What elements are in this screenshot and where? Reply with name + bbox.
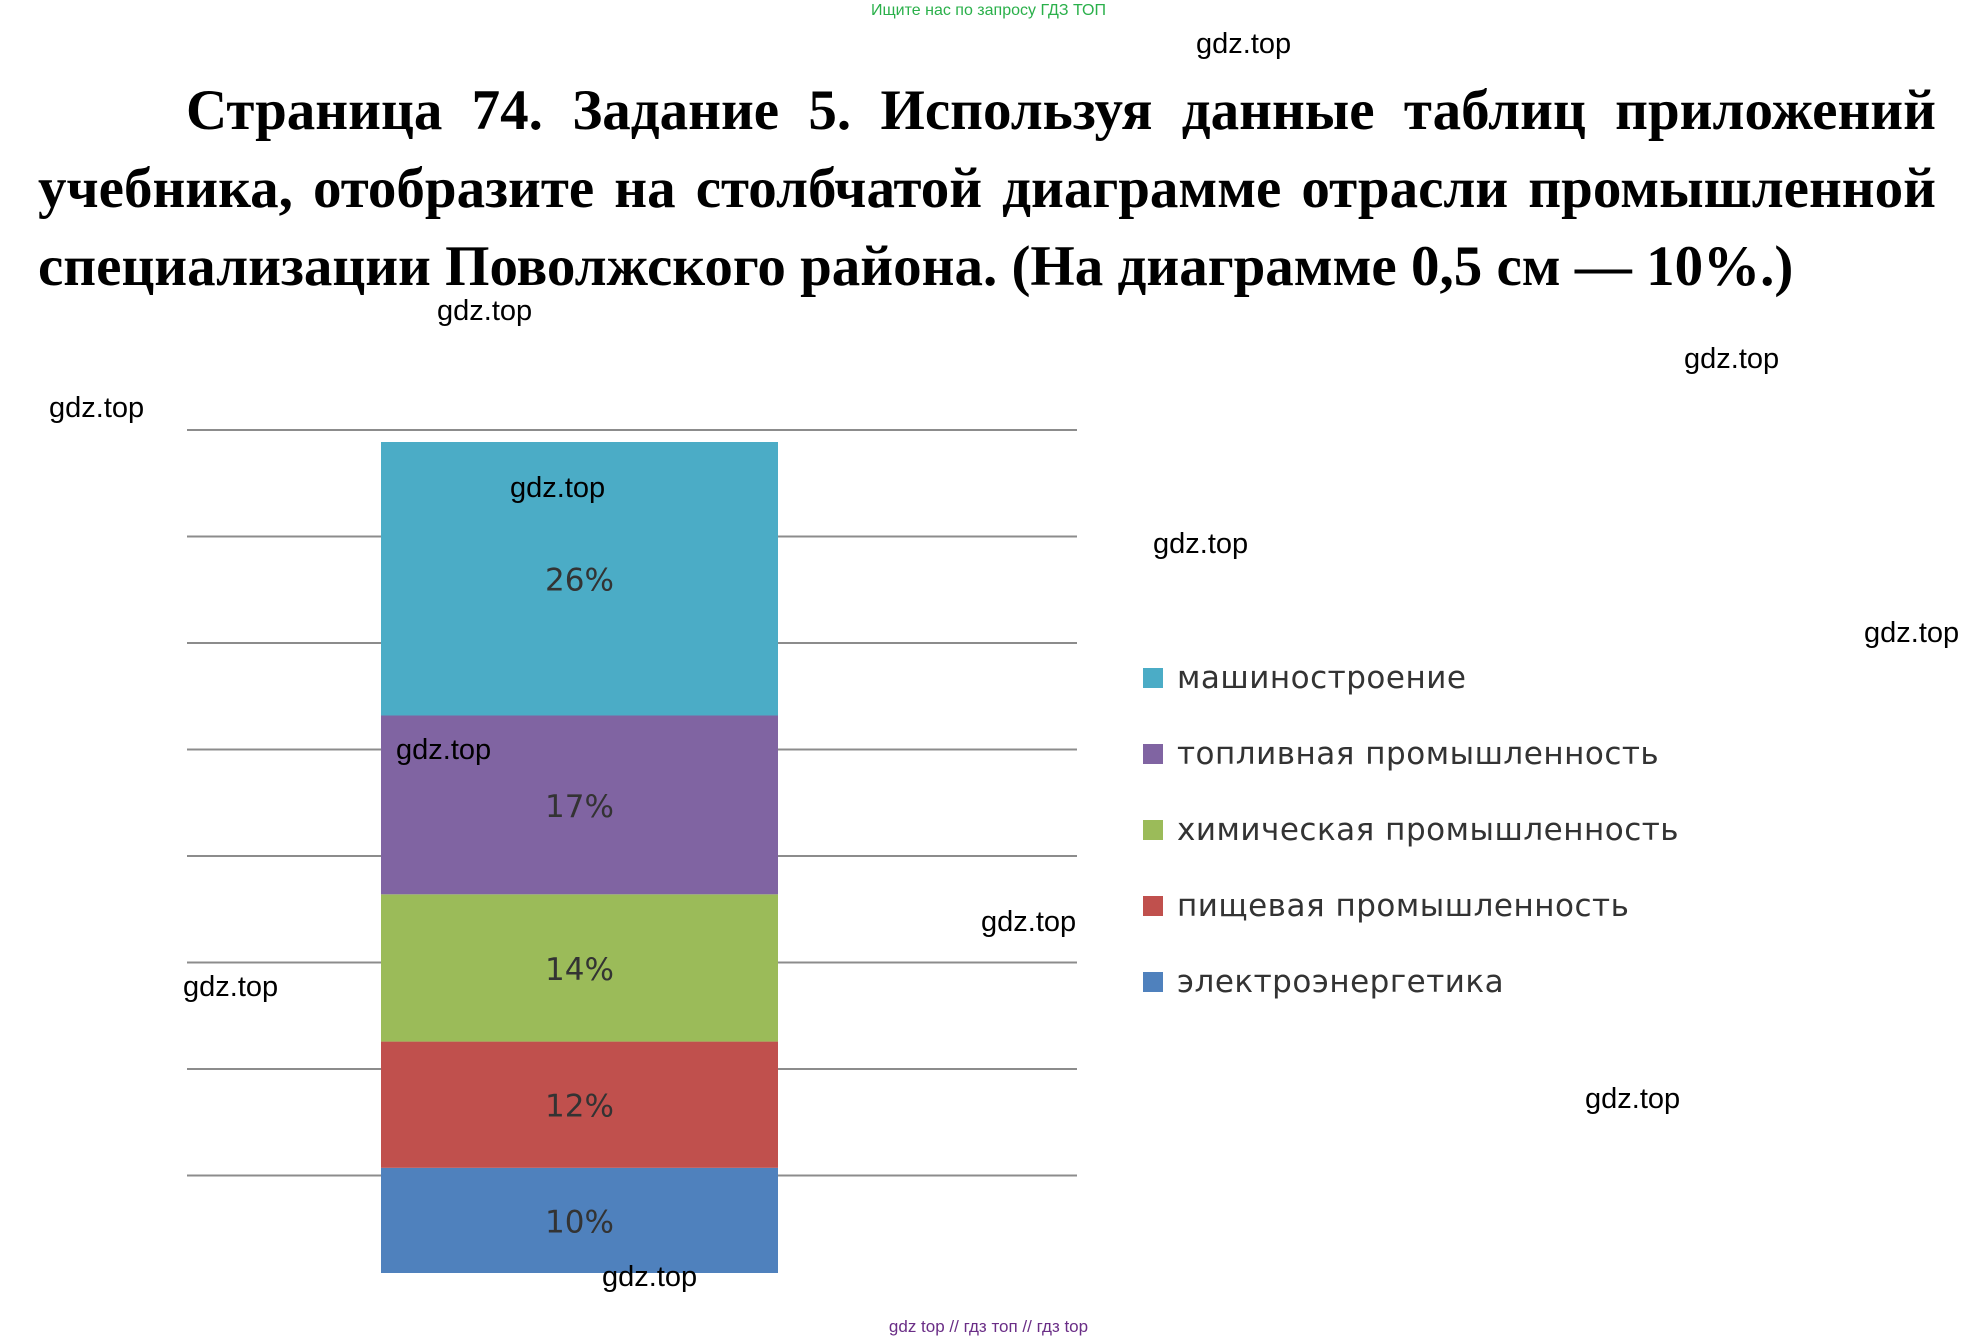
legend-swatch — [1143, 972, 1163, 992]
watermark: gdz.top — [1153, 528, 1249, 560]
watermark: gdz.top — [602, 1261, 698, 1293]
bar-segment — [381, 442, 778, 716]
legend-swatch — [1143, 896, 1163, 916]
legend-label: топливная промышленность — [1177, 736, 1660, 772]
legend-item: химическая промышленность — [1143, 792, 1679, 868]
legend-item: электроэнергетика — [1143, 944, 1679, 1020]
bar-segment — [381, 715, 778, 895]
legend-label: электроэнергетика — [1177, 964, 1505, 1000]
top-note: Ищите нас по запросу ГДЗ ТОП — [871, 2, 1106, 19]
data-label: 10% — [545, 1204, 614, 1240]
legend-swatch — [1143, 820, 1163, 840]
watermark: gdz.top — [1585, 1083, 1681, 1115]
legend-label: машиностроение — [1177, 660, 1467, 696]
legend-label: пищевая промышленность — [1177, 888, 1630, 924]
data-label: 17% — [545, 789, 614, 825]
watermark: gdz.top — [1684, 343, 1780, 375]
bottom-note: gdz top // гдз топ // гдз top — [888, 1317, 1089, 1336]
watermark: gdz.top — [183, 971, 279, 1003]
data-label: 26% — [545, 563, 614, 599]
chart-legend: машиностроение топливная промышленность … — [1143, 640, 1679, 1020]
task-text: Страница 74. Задание 5. Используя данные… — [38, 79, 1936, 298]
watermark: gdz.top — [396, 734, 492, 766]
legend-item: пищевая промышленность — [1143, 868, 1679, 944]
watermark: gdz.top — [49, 392, 145, 424]
bar-segment — [381, 1041, 778, 1168]
legend-item: топливная промышленность — [1143, 716, 1679, 792]
legend-label: химическая промышленность — [1177, 812, 1680, 848]
watermark: gdz.top — [1196, 28, 1292, 60]
watermark: gdz.top — [437, 295, 533, 327]
legend-swatch — [1143, 668, 1163, 688]
watermark: gdz.top — [981, 906, 1077, 938]
data-label: 14% — [545, 952, 614, 988]
watermark: gdz.top — [510, 472, 606, 504]
legend-item: машиностроение — [1143, 640, 1679, 716]
watermark: gdz.top — [1864, 617, 1960, 649]
bar-segment — [381, 1167, 778, 1273]
bar-segment — [381, 894, 778, 1042]
data-label: 12% — [545, 1089, 614, 1125]
legend-swatch — [1143, 744, 1163, 764]
